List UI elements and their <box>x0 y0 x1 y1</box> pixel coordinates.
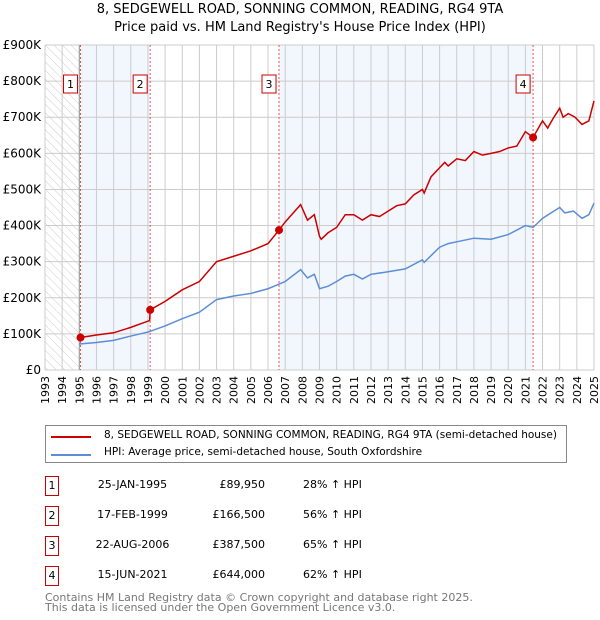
x-tick-label: 2015 <box>416 376 429 404</box>
sale-date: 22-AUG-2006 <box>95 538 170 551</box>
sale-label: 2 <box>137 78 144 91</box>
x-tick-label: 2007 <box>279 376 292 404</box>
y-tick-label: £600K <box>3 146 43 160</box>
sale-hpi: 56% ↑ HPI <box>303 508 362 521</box>
x-tick-label: 2012 <box>365 376 378 404</box>
x-tick-label: 2014 <box>399 376 412 404</box>
sale-number: 2 <box>45 506 59 526</box>
x-tick-label: 2011 <box>348 376 361 404</box>
y-tick-label: £900K <box>3 38 43 52</box>
sale-point <box>529 133 538 142</box>
x-tick-label: 2008 <box>296 376 309 404</box>
x-tick-label: 1995 <box>73 376 86 404</box>
sale-number: 4 <box>45 566 59 586</box>
sale-label-box <box>515 74 531 94</box>
sale-point <box>275 226 284 235</box>
x-tick-label: 2018 <box>468 376 481 404</box>
sale-label: 4 <box>520 78 527 91</box>
sale-date: 25-JAN-1995 <box>97 478 168 491</box>
sale-point <box>76 333 85 342</box>
x-tick-label: 2016 <box>434 376 447 404</box>
sale-label-box <box>132 74 148 94</box>
sale-row: 3 22-AUG-2006 £387,500 65% ↑ HPI <box>45 536 445 556</box>
y-tick-label: £400K <box>3 219 43 233</box>
x-tick-label: 2002 <box>193 376 206 404</box>
sale-number: 3 <box>45 536 59 556</box>
chart-subtitle: Price paid vs. HM Land Registry's House … <box>114 20 486 35</box>
x-tick-label: 2022 <box>537 376 550 404</box>
x-tick-label: 2000 <box>159 376 172 404</box>
sale-price: £644,000 <box>212 568 266 581</box>
sale-hpi: 65% ↑ HPI <box>303 538 362 551</box>
sale-price: £89,950 <box>219 478 266 491</box>
x-tick-label: 2024 <box>571 376 584 404</box>
sale-hpi: 62% ↑ HPI <box>303 568 362 581</box>
x-tick-label: 2013 <box>382 376 395 404</box>
y-tick-label: £300K <box>3 255 43 269</box>
footer-copyright: Contains HM Land Registry data © Crown c… <box>45 591 473 604</box>
y-tick-label: £800K <box>3 74 43 88</box>
x-tick-label: 2005 <box>245 376 258 404</box>
sale-hpi: 28% ↑ HPI <box>303 478 362 491</box>
y-tick-label: £200K <box>3 291 43 305</box>
x-tick-label: 1999 <box>142 376 155 404</box>
sale-row: 2 17-FEB-1999 £166,500 56% ↑ HPI <box>45 506 445 526</box>
shaded-period <box>279 45 534 370</box>
x-tick-label: 2001 <box>176 376 189 404</box>
x-tick-label: 2025 <box>588 376 600 404</box>
x-tick-label: 1994 <box>56 376 69 404</box>
sale-date: 15-JUN-2021 <box>97 568 168 581</box>
series-line <box>80 100 595 339</box>
sale-label: 3 <box>266 78 273 91</box>
series-line <box>79 202 595 345</box>
legend-swatch-hpi <box>51 454 91 456</box>
sale-label: 1 <box>67 78 74 91</box>
legend: 8, SEDGEWELL ROAD, SONNING COMMON, READI… <box>45 425 567 463</box>
footer-licence: This data is licensed under the Open Gov… <box>45 601 396 614</box>
x-tick-label: 1997 <box>108 376 121 404</box>
chart-title: 8, SEDGEWELL ROAD, SONNING COMMON, READI… <box>96 2 504 17</box>
y-tick-label: £500K <box>3 182 43 196</box>
sale-row: 1 25-JAN-1995 £89,950 28% ↑ HPI <box>45 476 445 496</box>
x-tick-label: 1998 <box>125 376 138 404</box>
x-tick-label: 2019 <box>485 376 498 404</box>
sale-label-box <box>63 74 79 94</box>
x-tick-label: 1993 <box>39 376 52 404</box>
x-tick-label: 2006 <box>262 376 275 404</box>
legend-property: 8, SEDGEWELL ROAD, SONNING COMMON, READI… <box>104 429 557 441</box>
legend-swatch-property <box>51 436 91 438</box>
sale-price: £387,500 <box>212 538 266 551</box>
x-tick-label: 2023 <box>554 376 567 404</box>
sale-price: £166,500 <box>212 508 266 521</box>
sale-row: 4 15-JUN-2021 £644,000 62% ↑ HPI <box>45 566 445 586</box>
legend-hpi: HPI: Average price, semi-detached house,… <box>104 446 423 458</box>
y-tick-label: £700K <box>3 110 43 124</box>
y-tick-label: £0 <box>26 363 41 377</box>
sale-number: 1 <box>45 476 59 496</box>
x-tick-label: 2009 <box>314 376 327 404</box>
shaded-period <box>79 45 151 370</box>
x-tick-label: 2004 <box>228 376 241 404</box>
sale-label-box <box>261 74 277 94</box>
x-tick-label: 2003 <box>211 376 224 404</box>
y-tick-label: £100K <box>3 327 43 341</box>
x-tick-label: 2020 <box>502 376 515 404</box>
x-tick-label: 2017 <box>451 376 464 404</box>
sale-date: 17-FEB-1999 <box>97 508 168 521</box>
x-tick-label: 2021 <box>519 376 532 404</box>
x-tick-label: 1996 <box>90 376 103 404</box>
sale-point <box>146 305 155 314</box>
plot-area: 1993 1994 1995 1996 1997 1998 1999 2000 2001 2002… <box>3 38 600 404</box>
x-tick-label: 2010 <box>331 376 344 404</box>
